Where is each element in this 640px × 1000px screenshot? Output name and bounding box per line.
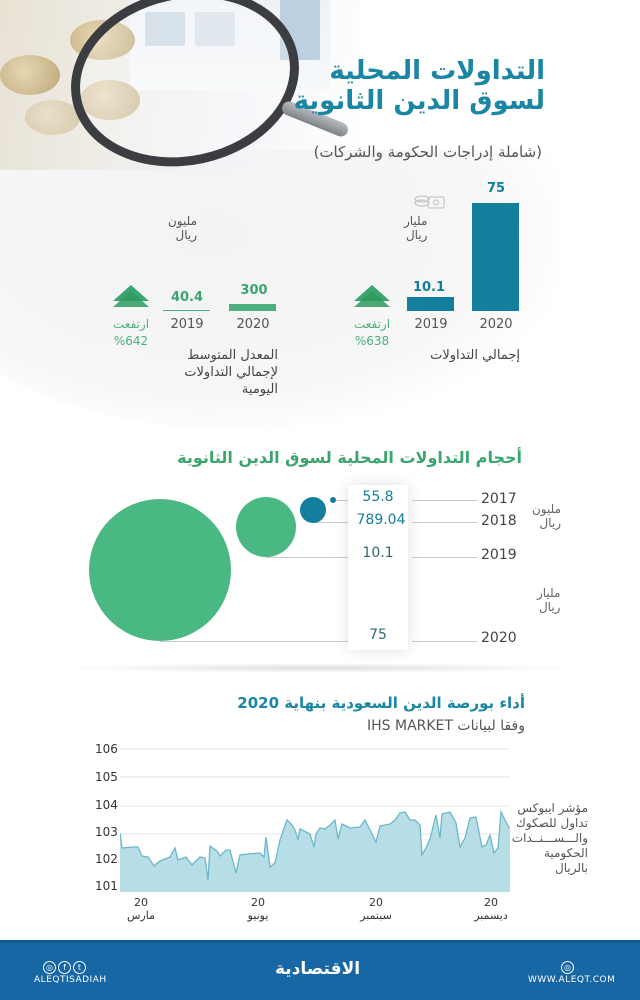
year-label-2019: 2019 [170,317,204,332]
instagram-icon[interactable]: ◎ [43,961,56,974]
unit-label: مليون ريال [167,214,198,242]
change-badge: ارتفعت %642 [112,317,150,348]
bar-value-2020: 75 [486,181,506,196]
bar-chart-caption: إجمالي التداولات [430,348,520,363]
y-tick: 106 [95,742,118,756]
title-line-1: التداولات المحلية [329,56,545,86]
value-2020: 75 [369,627,387,643]
money-stack-icon [414,195,445,209]
year-label-2019: 2019 [414,317,448,332]
daily-average-caption: المعدل المتوسط لإجمالي التداولات اليومية [184,348,278,397]
y-tick: 104 [95,798,118,812]
series-label: مؤشر ايبوكس تداول للصكوك والـــســـنــدا… [511,801,588,875]
bubble-2020 [89,499,231,641]
bubble-2017 [330,497,336,503]
coin-icon [80,80,140,120]
footer: ◎ f t ALEQTISADIAH الاقتصادية ◎ WWW.ALEQT.… [0,940,640,1000]
coin-icon [0,55,60,95]
year-2019: 2019 [481,547,517,563]
year-2017: 2017 [481,491,517,507]
y-tick: 105 [95,770,118,784]
page-subtitle: (شاملة إدراجات الحكومة والشركات) [313,143,542,161]
value-2018: 789.04 [356,512,406,528]
header-photo [0,0,360,187]
bar-value-2019: 10.1 [412,280,446,295]
change-badge: ارتفعت %638 [353,317,391,348]
x-tick-march: 20 مارس [127,896,155,922]
twitter-icon[interactable]: t [73,961,86,974]
hero-background [0,0,640,440]
index-chart-subtitle: وفقا لبيانات IHS MARKET [367,718,525,734]
web-icon-wrap: ◎ [560,955,575,974]
coin-icon [70,20,135,60]
globe-icon: ◎ [561,961,574,974]
bar-value-2020: 300 [240,283,268,298]
value-2017: 55.8 [362,489,394,505]
website-link[interactable]: WWW.ALEQT.COM [528,975,616,985]
coin-icon [25,100,80,135]
year-2020: 2020 [481,630,517,646]
unit-billion-label: مليار ريال [536,586,561,614]
bar-2020 [229,304,276,311]
y-tick: 101 [95,879,118,893]
bar-2019 [407,297,454,311]
brand-logo: الاقتصادية [275,959,361,979]
y-tick: 102 [95,852,118,866]
bar-value-2019: 40.4 [170,290,204,305]
x-tick-december: 20 ديسمبر [474,896,508,922]
x-tick-september: 20 سبتمبر [360,896,392,922]
up-arrow-icon [354,285,390,307]
bubble-chart-title: أحجام التداولات المحلية لسوق الدين الثان… [177,448,522,467]
year-label-2020: 2020 [236,317,270,332]
year-2018: 2018 [481,513,517,529]
up-arrow-icon [113,285,149,307]
y-tick: 103 [95,825,118,839]
bubble-2018 [300,497,326,523]
index-chart-title: أداء بورصة الدين السعودية بنهاية 2020 [237,694,525,712]
unit-million-label: مليون ريال [531,502,562,530]
values-card [348,485,408,650]
social-handle[interactable]: ALEQTISADIAH [34,975,107,985]
section-divider [60,663,580,673]
year-label-2020: 2020 [479,317,513,332]
title-line-2: لسوق الدين الثانوية [293,86,545,116]
document-illustration [130,0,330,90]
bar-2020 [472,203,519,311]
social-icons: ◎ f t [42,955,87,974]
x-tick-june: 20 يونيو [247,896,269,922]
unit-label: مليار ريال [403,214,428,242]
area-plot [120,748,510,892]
page-title: التداولات المحلية لسوق الدين الثانوية [294,56,545,116]
bubble-2019 [236,497,296,557]
bar-2019 [163,310,210,311]
value-2019: 10.1 [362,545,394,561]
facebook-icon[interactable]: f [58,961,71,974]
